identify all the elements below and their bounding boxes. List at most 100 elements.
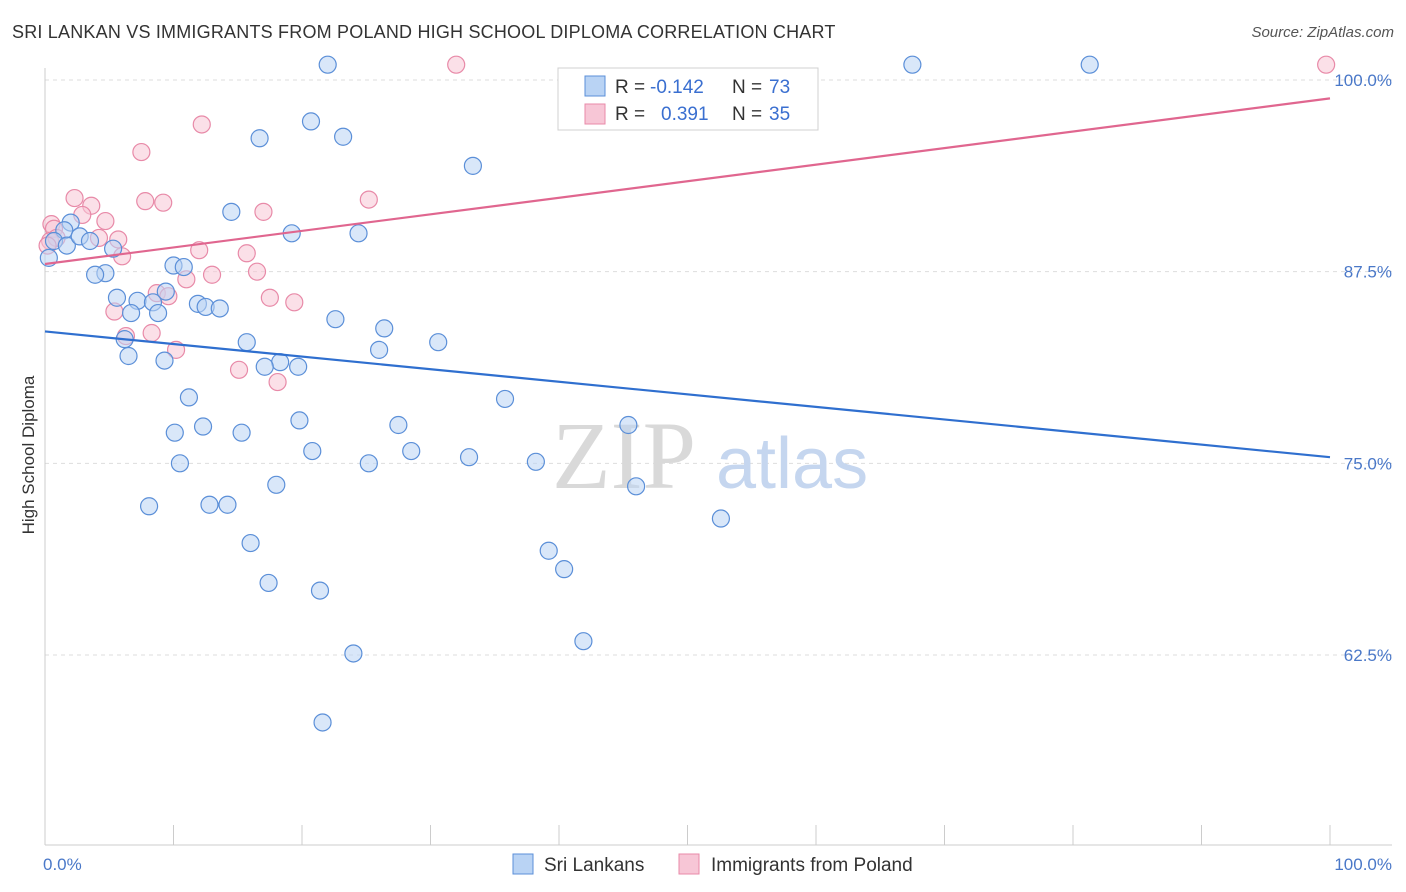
- srilankan-point: [259, 573, 278, 593]
- poland-point: [285, 293, 304, 312]
- tick-labels: 100.0% 87.5% 75.0% 62.5% 0.0% 100.0%: [43, 71, 1392, 874]
- srilankan-point: [179, 388, 199, 407]
- series-srilankans-points: [39, 55, 1099, 732]
- srilankan-point: [539, 541, 558, 560]
- srilankan-point: [232, 423, 251, 442]
- legend-swatch-srilankans: [512, 853, 534, 875]
- srilankan-point: [156, 282, 175, 301]
- axes: [44, 68, 1392, 846]
- poland-trend-line: [44, 97, 1331, 266]
- legend-label-poland: Immigrants from Poland: [711, 855, 913, 876]
- y-tick-label: 87.5%: [1344, 263, 1392, 282]
- x-tick-label: 100.0%: [1334, 855, 1392, 874]
- y-tick-label: 100.0%: [1334, 71, 1392, 90]
- srilankan-point: [139, 497, 159, 516]
- srilankan-point: [326, 310, 345, 329]
- srilankan-point: [148, 303, 168, 323]
- srilankan-point: [334, 127, 353, 146]
- srilankan-point: [104, 239, 123, 258]
- y-axis-label: High School Diploma: [19, 375, 38, 534]
- legend-n-label-1: N =: [732, 77, 762, 98]
- poland-point: [237, 244, 256, 263]
- legend-r-label-2: R =: [615, 104, 645, 125]
- chart-title: SRI LANKAN VS IMMIGRANTS FROM POLAND HIG…: [12, 22, 836, 42]
- srilankan-point: [349, 224, 368, 243]
- srilankan-point: [318, 55, 337, 74]
- srilankan-point: [250, 129, 269, 148]
- srilankan-point: [200, 495, 219, 514]
- legend-swatch-poland: [678, 853, 700, 875]
- srilankan-point: [555, 560, 574, 579]
- srilankan-point: [210, 299, 229, 318]
- correlation-legend: R = -0.142 N = 73 R = 0.391 N = 35: [557, 67, 819, 131]
- srilankan-point: [301, 112, 321, 131]
- srilankan-point: [1080, 55, 1099, 74]
- poland-point: [202, 265, 222, 284]
- srilankan-point: [303, 441, 322, 461]
- srilankan-point: [222, 202, 241, 221]
- srilankan-point: [310, 581, 330, 600]
- poland-point: [136, 192, 155, 211]
- srilankan-point: [155, 351, 174, 370]
- srilankan-point: [57, 236, 76, 255]
- srilankan-point: [389, 415, 408, 435]
- srilankan-point: [165, 423, 184, 442]
- srilankan-point: [267, 475, 286, 494]
- source-label: Source: ZipAtlas.com: [1251, 24, 1394, 41]
- trend-lines: [44, 97, 1331, 459]
- poland-point: [96, 211, 115, 231]
- srilankan-point: [375, 319, 394, 338]
- srilankan-point: [241, 533, 260, 553]
- srilankan-point: [290, 411, 309, 430]
- legend-n-value-2: 35: [769, 104, 790, 125]
- poland-point: [192, 115, 211, 134]
- srilankan-point: [271, 353, 290, 372]
- srilankan-point: [903, 55, 922, 74]
- poland-point: [229, 360, 249, 379]
- legend-r-label-1: R =: [615, 77, 645, 98]
- srilankan-point: [174, 257, 193, 277]
- srilankan-point: [344, 644, 363, 663]
- srilankan-point: [119, 346, 138, 366]
- srilankans-trend-line: [44, 330, 1331, 459]
- poland-point: [254, 202, 273, 221]
- srilankan-point: [429, 333, 448, 352]
- srilankan-point: [370, 340, 389, 359]
- srilankan-point: [574, 632, 593, 651]
- poland-point: [268, 372, 287, 392]
- watermark-atlas: atlas: [716, 424, 868, 504]
- srilankan-point: [121, 303, 141, 323]
- srilankan-point: [495, 389, 515, 409]
- legend-r-value-2: 0.391: [661, 104, 709, 125]
- srilankan-point: [80, 231, 100, 251]
- srilankan-point: [193, 417, 213, 436]
- srilankan-point: [619, 415, 638, 435]
- watermark: ZIP atlas: [552, 402, 868, 509]
- srilankan-point: [237, 333, 256, 352]
- legend-label-srilankans: Sri Lankans: [544, 855, 644, 876]
- srilankan-point: [86, 265, 105, 284]
- srilankan-point: [711, 509, 731, 528]
- poland-point: [359, 190, 378, 209]
- srilankan-point: [289, 357, 308, 376]
- srilankan-point: [526, 452, 545, 471]
- poland-point: [65, 188, 84, 208]
- poland-point: [247, 262, 267, 281]
- srilankan-point: [255, 357, 274, 376]
- srilankan-point: [107, 288, 127, 307]
- y-tick-label: 62.5%: [1344, 646, 1392, 665]
- x-tick-label: 0.0%: [43, 855, 82, 874]
- legend-n-value-1: 73: [769, 77, 790, 98]
- srilankan-point: [218, 495, 237, 514]
- legend-swatch-pink: [584, 103, 606, 125]
- legend-swatch-blue: [584, 75, 606, 97]
- poland-point: [142, 323, 161, 343]
- srilankan-point: [170, 454, 190, 473]
- srilankan-point: [459, 448, 479, 467]
- srilankan-point: [402, 441, 421, 461]
- poland-point: [154, 193, 173, 212]
- legend-n-label-2: N =: [732, 104, 762, 125]
- poland-point: [447, 55, 466, 74]
- y-tick-label: 75.0%: [1344, 454, 1392, 473]
